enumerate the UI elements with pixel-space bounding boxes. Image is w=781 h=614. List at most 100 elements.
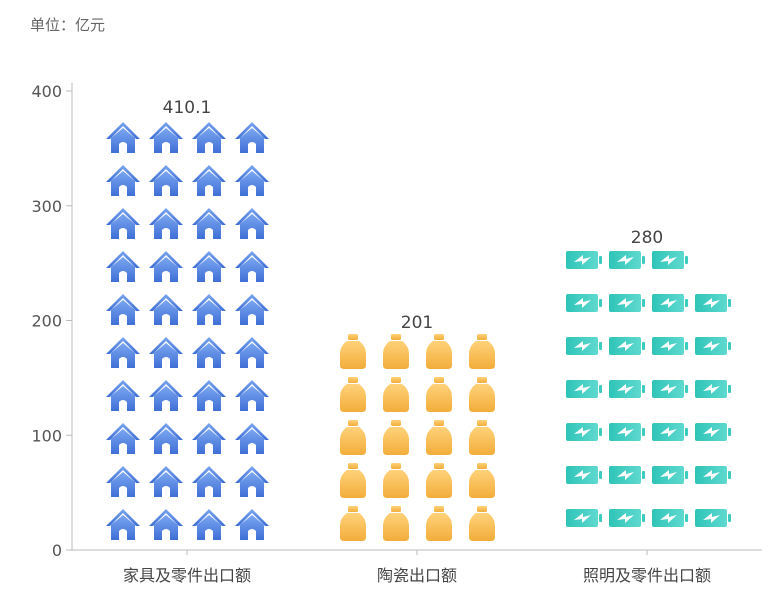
battery-icon	[566, 380, 602, 398]
battery-bolt	[574, 341, 591, 351]
house-icon	[149, 466, 183, 497]
jar-lid	[348, 463, 358, 469]
x-tick-label: 家具及零件出口额	[123, 566, 251, 585]
house-body	[111, 300, 135, 325]
house-icon	[106, 423, 140, 454]
house-body	[154, 386, 178, 411]
battery-tip	[685, 471, 688, 479]
battery-bolt	[703, 341, 720, 351]
house-icon	[106, 380, 140, 411]
battery-tip	[642, 471, 645, 479]
house-icon	[149, 208, 183, 239]
house-body	[240, 472, 264, 497]
data-label: 280	[631, 228, 663, 248]
house-body	[197, 300, 221, 325]
house-icon	[192, 122, 226, 153]
house-roof	[235, 337, 269, 354]
house-body	[154, 429, 178, 454]
battery-bolt	[574, 513, 591, 523]
jar-body	[469, 427, 495, 455]
house-icon	[192, 466, 226, 497]
jar-lid	[434, 463, 444, 469]
battery-tip	[728, 299, 731, 307]
jar-body	[383, 341, 409, 369]
jar-lid	[434, 506, 444, 512]
house-icon	[235, 208, 269, 239]
battery-tip	[685, 299, 688, 307]
house-body	[240, 257, 264, 282]
jar-lid	[391, 463, 401, 469]
house-icon	[235, 509, 269, 540]
battery-icon	[695, 466, 731, 484]
house-roof	[235, 251, 269, 268]
house-icon	[235, 337, 269, 368]
battery-icon	[566, 337, 602, 355]
battery-icon	[695, 337, 731, 355]
house-body	[197, 128, 221, 153]
house-icon	[149, 509, 183, 540]
jar-lid	[434, 377, 444, 383]
battery-tip	[642, 385, 645, 393]
house-body	[154, 171, 178, 196]
house-roof	[106, 122, 140, 139]
jar-icon	[340, 334, 366, 369]
battery-bolt	[703, 298, 720, 308]
house-body	[240, 429, 264, 454]
house-icon	[192, 509, 226, 540]
house-roof	[192, 466, 226, 483]
house-roof	[149, 466, 183, 483]
house-body	[111, 257, 135, 282]
house-roof	[192, 294, 226, 311]
unit-label: 单位：亿元	[30, 16, 106, 34]
house-roof	[149, 509, 183, 526]
house-body	[197, 515, 221, 540]
house-body	[111, 515, 135, 540]
jar-icon	[383, 463, 409, 498]
house-icon	[192, 423, 226, 454]
house-roof	[149, 294, 183, 311]
y-tick-label: 0	[52, 541, 62, 560]
jar-lid	[391, 420, 401, 426]
house-icon	[235, 466, 269, 497]
jar-icon	[383, 420, 409, 455]
house-body	[240, 214, 264, 239]
house-icon	[235, 165, 269, 196]
battery-bolt	[660, 513, 677, 523]
house-body	[111, 429, 135, 454]
battery-tip	[642, 514, 645, 522]
jar-icon	[340, 420, 366, 455]
battery-tip	[599, 385, 602, 393]
battery-bolt	[617, 384, 634, 394]
battery-bolt	[574, 427, 591, 437]
house-body	[111, 128, 135, 153]
house-icon	[106, 509, 140, 540]
house-roof	[106, 423, 140, 440]
y-tick-label: 400	[31, 82, 62, 101]
house-roof	[192, 509, 226, 526]
jar-body	[426, 341, 452, 369]
jar-icon	[469, 463, 495, 498]
house-roof	[192, 122, 226, 139]
data-label: 410.1	[163, 98, 212, 118]
jar-lid	[391, 506, 401, 512]
house-body	[111, 214, 135, 239]
house-icon	[106, 165, 140, 196]
battery-icon	[652, 251, 688, 269]
battery-bolt	[617, 427, 634, 437]
x-tick-label: 陶瓷出口额	[377, 566, 457, 585]
house-body	[240, 171, 264, 196]
battery-bolt	[617, 298, 634, 308]
house-icon	[235, 251, 269, 282]
house-icon	[235, 423, 269, 454]
jar-lid	[391, 377, 401, 383]
house-body	[154, 343, 178, 368]
jar-lid	[477, 420, 487, 426]
battery-icon	[609, 294, 645, 312]
battery-icon	[652, 380, 688, 398]
house-roof	[149, 423, 183, 440]
house-body	[111, 343, 135, 368]
battery-bolt	[660, 298, 677, 308]
house-roof	[235, 122, 269, 139]
house-body	[197, 343, 221, 368]
battery-tip	[599, 256, 602, 264]
